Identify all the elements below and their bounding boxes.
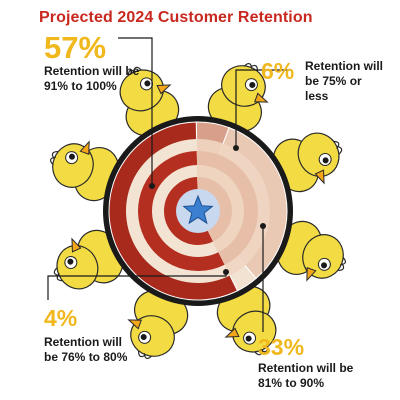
leader-lines	[47, 37, 292, 332]
chick-tuft	[53, 267, 63, 282]
chick-pupil	[321, 262, 328, 269]
leader-57	[118, 37, 153, 186]
chick-ring	[49, 62, 347, 360]
chick-pupil	[322, 157, 329, 164]
chick-pupil	[140, 334, 147, 341]
data-label-33: 33%	[258, 334, 305, 360]
star-icon	[182, 194, 214, 225]
chick-tuft	[338, 256, 347, 272]
chick-pupil	[144, 80, 151, 87]
leader-6	[235, 69, 292, 148]
leader-57-dot	[149, 183, 155, 189]
chick-tuft	[49, 150, 58, 166]
data-label-6: 6%	[261, 58, 295, 84]
chick-tuft	[333, 140, 343, 155]
data-label-57: 57%	[44, 30, 107, 65]
slice-label-76-80: Retention will be 76% to 80%	[44, 335, 128, 364]
chick-pupil	[245, 335, 252, 342]
leader-4-dot	[223, 269, 229, 275]
chick-6	[127, 289, 189, 360]
chick-head	[231, 310, 277, 353]
chick-beak	[71, 237, 82, 253]
chick-1	[119, 66, 180, 137]
chick-beak	[314, 169, 325, 185]
chick-head	[297, 132, 340, 178]
chick-tuft	[127, 66, 142, 76]
chick-beak	[156, 84, 172, 95]
data-label-4: 4%	[44, 305, 78, 331]
chick-head	[302, 234, 344, 279]
chick-beak	[254, 92, 269, 103]
chick-pupil	[249, 81, 256, 88]
chick-beak	[306, 267, 317, 282]
slice-label-91-100: Retention will be 91% to 100%	[44, 64, 140, 93]
chick-beak	[127, 319, 142, 330]
chick-beak	[224, 327, 240, 338]
pie-chart	[103, 116, 293, 306]
chick-tuft	[254, 346, 269, 356]
chick-pupil	[67, 258, 74, 265]
slice-label-75-or-less: Retention will be 75% or less	[305, 59, 383, 103]
chart-title: Projected 2024 Customer Retention	[39, 9, 313, 26]
slice-label-81-90: Retention will be 81% to 90%	[258, 361, 354, 390]
chick-pupil	[68, 153, 75, 160]
chick-beak	[79, 140, 90, 155]
chick-tuft	[137, 351, 153, 360]
leader-6-dot	[233, 145, 239, 151]
leader-33-dot	[260, 223, 266, 229]
